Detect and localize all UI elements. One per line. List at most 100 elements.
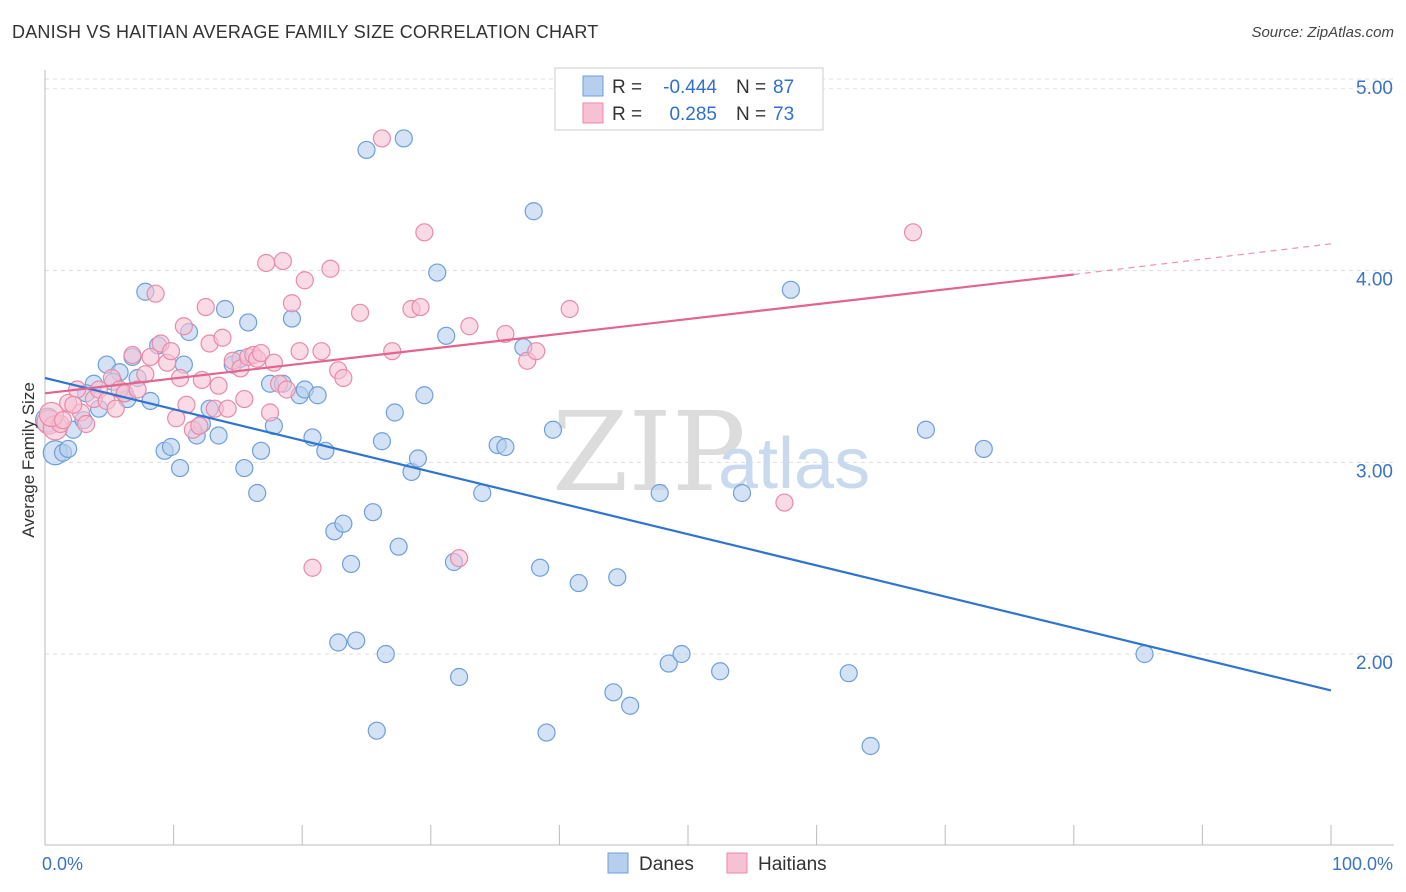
danes-point-78 [781,280,800,299]
haitians-point-62 [449,549,469,568]
y-tick-label-3: 5.00 [1356,78,1393,99]
haitians-point-58 [383,342,402,361]
y-axis-title: Average Family Size [19,382,38,538]
haitians-point-11 [106,399,125,418]
haitians-point-48 [282,294,302,313]
haitians-point-15 [128,380,147,399]
haitians-point-50 [295,271,314,290]
haitians-point-33 [213,328,232,347]
danes-point-80 [861,736,880,756]
danes-trend-line [44,376,1332,692]
danes-point-51 [385,403,404,422]
haitians-point-53 [321,259,340,278]
haitians-point-17 [141,347,160,367]
danes-point-66 [531,558,550,577]
haitians-trend-line [44,273,1074,395]
haitians-trend-extension [1073,243,1332,276]
legend-swatch-danes [582,75,604,97]
haitians-point-67 [560,299,579,319]
haitians-point-61 [415,223,434,242]
haitians-point-64 [496,324,515,344]
danes-point-47 [363,503,383,522]
danes-point-56 [415,386,434,405]
danes-point-3 [59,439,78,459]
danes-point-70 [604,683,623,702]
danes-point-72 [621,696,640,715]
haitians-point-46 [273,251,293,271]
legend-n-haitians: 73 [773,104,794,125]
danes-point-69 [569,573,588,593]
danes-point-73 [650,483,669,503]
danes-point-57 [428,263,447,282]
legend-n-label-danes: N = [736,77,766,98]
danes-point-65 [524,202,543,221]
haitians-point-34 [218,399,237,418]
series-haitians-points [36,129,923,577]
haitians-point-29 [196,297,215,317]
haitians-point-69 [903,223,923,242]
correlation-legend: R = -0.444 N = 87 R = 0.285 N = 73 [554,67,824,131]
haitians-point-6 [77,414,96,434]
danes-point-24 [209,426,228,445]
danes-point-76 [711,662,730,681]
haitians-point-57 [372,129,392,148]
haitians-point-68 [775,493,794,512]
danes-point-77 [732,483,752,503]
haitians-point-47 [277,380,296,399]
haitians-point-41 [251,343,271,363]
haitians-point-32 [209,376,228,395]
trend-lines [44,243,1332,692]
danes-point-29 [239,313,258,332]
danes-point-50 [376,644,395,664]
x-tick-label-min: 0.0% [42,854,83,874]
watermark-zip: ZIP [552,388,746,516]
danes-point-43 [334,514,353,533]
watermark: ZIP atlas [552,388,870,516]
x-tick-label-max: 100.0% [1332,854,1393,874]
legend-swatch-haitians [582,102,604,124]
danes-point-75 [672,644,691,664]
haitians-point-24 [174,317,193,336]
haitians-point-37 [235,389,254,409]
haitians-point-71 [53,411,73,430]
legend-r-haitians: 0.285 [669,104,717,125]
danes-point-52 [389,537,408,556]
danes-point-25 [215,299,235,319]
danes-point-68 [543,420,563,439]
bottom-legend-danes: Danes [639,854,694,875]
danes-point-67 [537,723,556,742]
haitians-point-52 [312,342,331,361]
haitians-point-66 [527,342,546,361]
bottom-legend-haitians: Haitians [758,854,827,875]
danes-point-58 [437,326,456,345]
danes-point-30 [248,483,267,503]
danes-point-49 [372,432,392,451]
danes-point-83 [1135,644,1154,664]
bottom-legend-swatch-danes [607,852,629,874]
legend-n-danes: 87 [773,77,794,98]
danes-point-39 [308,386,327,405]
danes-point-35 [282,309,302,328]
haitians-point-63 [460,317,479,336]
series-legend: Danes Haitians [607,852,827,875]
y-tick-label-2: 4.00 [1356,270,1393,291]
danes-point-28 [235,458,254,478]
danes-point-45 [347,631,366,650]
tick-labels: 2.00 3.00 4.00 5.00 0.0% 100.0% [42,78,1393,874]
bottom-legend-swatch-haitians [726,852,748,874]
danes-point-46 [357,140,376,160]
legend-r-danes: -0.444 [663,77,717,98]
haitians-point-55 [334,368,353,388]
haitians-point-42 [257,253,276,273]
danes-point-82 [974,439,993,459]
haitians-point-56 [350,303,370,322]
source-label: Source: ZipAtlas.com [1251,24,1394,41]
haitians-point-51 [303,558,322,577]
haitians-point-27 [190,416,209,436]
legend-n-label-haitians: N = [736,104,766,125]
danes-point-55 [408,449,428,468]
danes-point-79 [839,664,858,683]
danes-point-17 [161,437,181,457]
danes-point-31 [251,441,271,460]
